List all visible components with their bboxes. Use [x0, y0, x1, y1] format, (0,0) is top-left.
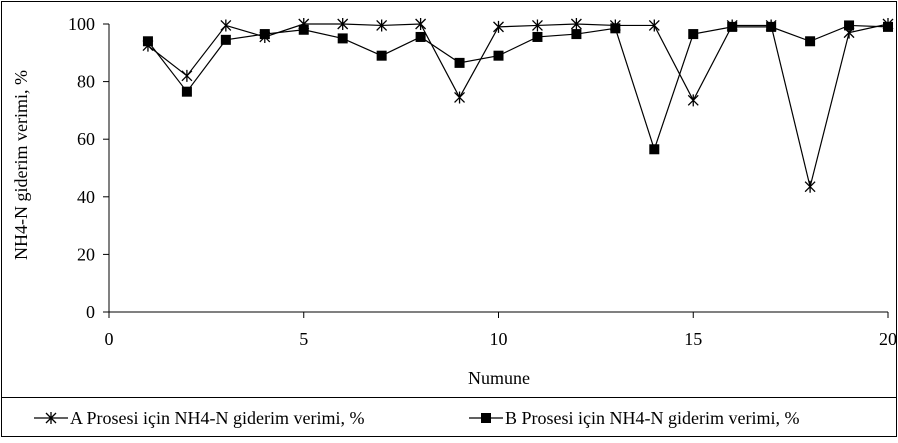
data-point — [805, 36, 815, 46]
data-point — [338, 33, 348, 43]
data-point — [532, 32, 542, 42]
x-tick-label: 20 — [879, 329, 897, 349]
legend-label: B Prosesi için NH4-N giderim verimi, % — [505, 408, 799, 428]
data-point — [766, 22, 776, 32]
data-point — [610, 23, 620, 33]
data-point — [844, 20, 854, 30]
data-point — [727, 22, 737, 32]
x-tick-label: 10 — [490, 329, 508, 349]
data-point — [649, 144, 659, 154]
data-point — [571, 29, 581, 39]
data-point — [182, 87, 192, 97]
data-point — [494, 51, 504, 61]
data-point — [221, 35, 231, 45]
data-point — [377, 51, 387, 61]
legend-label: A Prosesi için NH4-N giderim verimi, % — [70, 408, 364, 428]
data-point — [883, 22, 893, 32]
chart-frame — [2, 2, 897, 437]
data-point — [299, 25, 309, 35]
y-tick-label: 0 — [86, 302, 95, 322]
y-tick-label: 60 — [77, 129, 95, 149]
data-point — [416, 32, 426, 42]
y-tick-label: 100 — [68, 14, 95, 34]
y-axis-title: NH4-N giderim verimi, % — [11, 70, 31, 260]
data-point — [260, 29, 270, 39]
data-point — [688, 29, 698, 39]
legend-item-b: B Prosesi için NH4-N giderim verimi, % — [469, 408, 799, 428]
x-tick-label: 5 — [299, 329, 308, 349]
y-tick-label: 40 — [77, 187, 95, 207]
x-tick-label: 15 — [684, 329, 702, 349]
data-point — [143, 36, 153, 46]
y-tick-label: 80 — [77, 72, 95, 92]
y-tick-label: 20 — [77, 244, 95, 264]
x-axis-title: Numune — [468, 368, 530, 388]
x-tick-label: 0 — [105, 329, 114, 349]
data-point — [455, 58, 465, 68]
legend-swatch-marker — [481, 413, 491, 423]
legend-item-a: A Prosesi için NH4-N giderim verimi, % — [34, 408, 364, 428]
